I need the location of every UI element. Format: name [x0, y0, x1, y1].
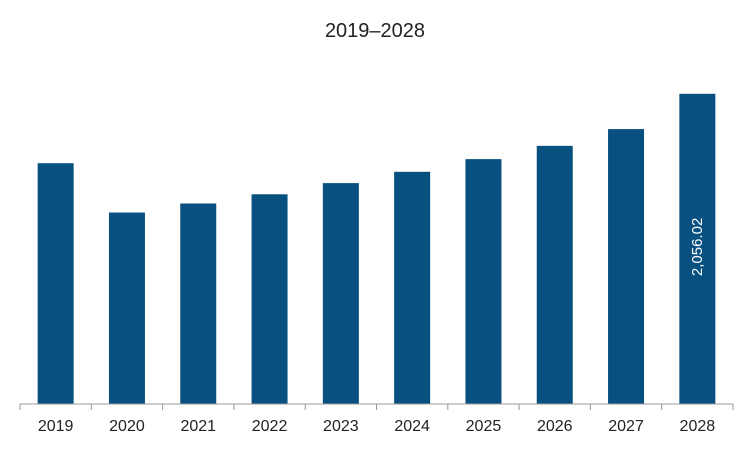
- x-tick-label: 2019: [38, 418, 74, 435]
- x-tick-label: 2027: [608, 418, 644, 435]
- bar-2027: [608, 129, 645, 405]
- data-labels: 2,056.02: [689, 218, 706, 276]
- bar-2021: [180, 203, 217, 404]
- bars-group: [37, 93, 716, 405]
- bar-2020: [108, 212, 145, 404]
- x-tick-label: 2026: [537, 418, 573, 435]
- x-tick-label: 2021: [180, 418, 216, 435]
- bar-2022: [251, 194, 288, 404]
- bar-2024: [394, 171, 431, 404]
- bar-2026: [536, 145, 573, 404]
- x-axis-ticks: [19, 404, 734, 410]
- x-tick-label: 2024: [394, 418, 430, 435]
- data-label-2028: 2,056.02: [689, 218, 706, 276]
- x-tick-label: 2023: [323, 418, 359, 435]
- chart-title: 2019–2028: [325, 20, 425, 42]
- bar-2025: [465, 159, 502, 404]
- x-axis-labels: 2019 2020 2021 2022 2023 2024 2025 2026 2027 2028: [38, 418, 715, 435]
- x-tick-label: 2025: [466, 418, 502, 435]
- bar-2028: [679, 93, 716, 405]
- bar-2023: [322, 183, 359, 404]
- bar-2019: [37, 163, 74, 404]
- x-tick-label: 2020: [109, 418, 145, 435]
- x-tick-label: 2022: [252, 418, 288, 435]
- x-tick-label: 2028: [680, 418, 716, 435]
